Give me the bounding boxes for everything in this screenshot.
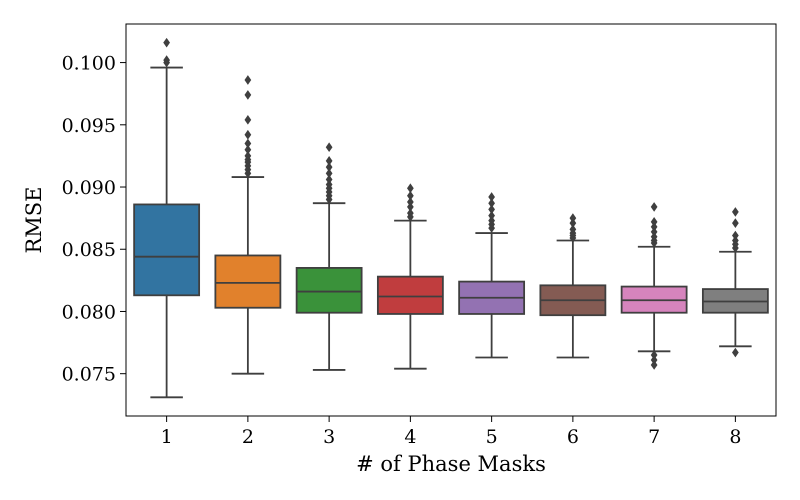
box-group-2 (214, 75, 282, 375)
outlier-point (732, 235, 739, 246)
y-tick-label: 0.095 (62, 115, 116, 137)
outlier-point (163, 37, 170, 48)
outlier-point (163, 55, 170, 65)
y-tick-label: 0.075 (62, 364, 116, 386)
x-tick-label: 1 (161, 426, 173, 448)
x-tick-label: 2 (242, 426, 254, 448)
outlier-point (325, 162, 333, 172)
x-tick-label: 5 (486, 426, 498, 448)
box-group-1 (133, 37, 201, 399)
x-axis: 1 2 3 4 5 6 7 8 (161, 416, 741, 448)
outlier-point (569, 224, 577, 235)
box-group-3 (295, 142, 363, 371)
y-axis-label: RMSE (22, 186, 46, 253)
box-group-5 (458, 192, 526, 359)
outlier-point (488, 204, 495, 215)
y-axis: 0.075 0.080 0.085 0.090 0.095 0.100 (62, 53, 126, 386)
x-tick-label: 6 (567, 426, 579, 448)
outlier-point (325, 174, 333, 185)
x-axis-label: # of Phase Masks (356, 452, 546, 476)
outlier-point (650, 360, 658, 370)
outlier-point (650, 202, 658, 212)
outlier-point (325, 168, 333, 179)
plot-marks (133, 37, 769, 399)
outlier-point (732, 218, 739, 228)
y-tick-label: 0.090 (62, 177, 116, 199)
outlier-point (407, 208, 414, 218)
outlier-point (488, 198, 495, 209)
y-tick-label: 0.080 (62, 301, 116, 323)
outlier-point (244, 75, 252, 85)
outlier-point (732, 347, 739, 358)
outlier-point (569, 213, 577, 223)
y-tick-label: 0.100 (62, 53, 116, 75)
x-tick-label: 3 (323, 426, 335, 448)
box-iqr (295, 267, 363, 314)
x-tick-label: 7 (648, 426, 660, 448)
outlier-point (244, 144, 252, 155)
box-group-4 (376, 183, 444, 370)
outlier-point (488, 215, 495, 226)
box-iqr (133, 203, 201, 297)
plot-frame (125, 23, 777, 417)
x-tick-label: 4 (404, 426, 416, 448)
outlier-point (325, 179, 333, 190)
box-group-7 (620, 202, 688, 370)
y-tick-label: 0.085 (62, 239, 116, 261)
box-group-6 (539, 213, 607, 359)
outlier-point (407, 202, 414, 212)
outlier-point (650, 222, 658, 232)
outlier-point (407, 190, 414, 201)
outlier-point (732, 207, 739, 217)
box-iqr (214, 254, 282, 309)
box-group-8 (701, 207, 769, 358)
outlier-point (650, 226, 658, 237)
outlier-point (325, 156, 333, 166)
outlier-point (244, 114, 252, 125)
outlier-point (650, 355, 658, 365)
outlier-point (488, 192, 495, 202)
outlier-point (244, 129, 252, 140)
outlier-point (244, 138, 252, 149)
outlier-point (325, 142, 333, 153)
outlier-point (732, 230, 739, 241)
outlier-point (244, 90, 252, 100)
outlier-point (650, 231, 658, 242)
outlier-point (650, 350, 658, 360)
box-iqr (376, 275, 444, 315)
outlier-point (407, 183, 414, 194)
x-tick-label: 8 (729, 426, 741, 448)
outlier-point (569, 218, 577, 228)
outlier-point (407, 197, 414, 207)
outlier-point (488, 210, 495, 221)
outlier-point (650, 217, 658, 227)
outlier-point (244, 151, 252, 161)
